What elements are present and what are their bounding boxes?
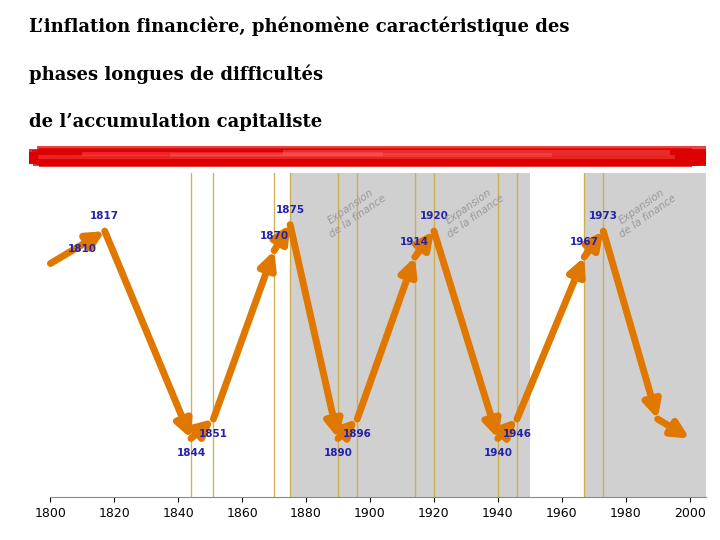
Bar xyxy=(32,153,700,166)
Text: 1817: 1817 xyxy=(90,211,120,221)
Text: L’inflation financière, phénomène caractéristique des: L’inflation financière, phénomène caract… xyxy=(29,16,570,36)
Text: Expansion
de la finance: Expansion de la finance xyxy=(611,184,678,240)
Bar xyxy=(28,152,698,164)
Text: 1920: 1920 xyxy=(420,211,449,221)
Text: 1851: 1851 xyxy=(199,429,228,439)
Text: 1914: 1914 xyxy=(400,237,429,247)
Bar xyxy=(24,149,708,163)
Bar xyxy=(170,153,552,157)
Text: 1967: 1967 xyxy=(570,237,598,247)
Text: 1973: 1973 xyxy=(589,211,618,221)
Text: de l’accumulation capitaliste: de l’accumulation capitaliste xyxy=(29,113,322,131)
Text: 1810: 1810 xyxy=(68,244,97,254)
Text: 1946: 1946 xyxy=(503,429,531,439)
Bar xyxy=(584,173,706,497)
Bar xyxy=(37,146,706,165)
Text: Expansion
de la finance: Expansion de la finance xyxy=(438,184,506,240)
Bar xyxy=(290,173,415,497)
Bar xyxy=(283,150,670,156)
Bar xyxy=(82,152,382,156)
Bar xyxy=(415,173,530,497)
Text: Expansion
de la finance: Expansion de la finance xyxy=(320,184,387,240)
Text: 1875: 1875 xyxy=(276,205,305,215)
Text: 1896: 1896 xyxy=(343,429,372,439)
Bar xyxy=(40,156,706,166)
Text: 1940: 1940 xyxy=(483,448,513,458)
Bar xyxy=(39,148,693,167)
Text: 1870: 1870 xyxy=(260,231,289,241)
Bar xyxy=(32,150,706,163)
Bar xyxy=(23,152,717,164)
Bar xyxy=(38,155,675,159)
Text: 1890: 1890 xyxy=(323,448,353,458)
Text: 1844: 1844 xyxy=(176,448,206,458)
Text: phases longues de difficultés: phases longues de difficultés xyxy=(29,65,323,84)
